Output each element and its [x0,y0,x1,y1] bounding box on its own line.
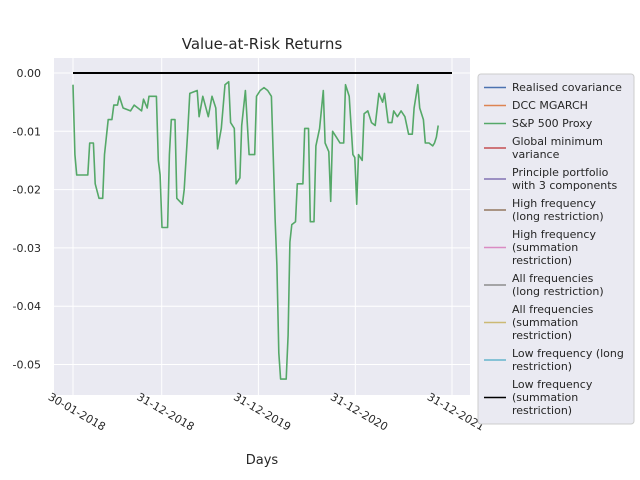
legend-label: with 3 components [512,179,618,192]
y-axis-ticks: 0.00 -0.01 -0.02 -0.03 -0.04 -0.05 [13,67,41,372]
legend-label: High frequency [512,228,596,241]
x-tick-label: 30-01-2018 [46,390,108,433]
legend-label: DCC MGARCH [512,99,588,112]
legend-label: variance [512,148,560,161]
grid-lines [54,58,470,395]
legend-label: Realised covariance [512,81,622,94]
legend-label: (long restriction) [512,285,604,298]
series-line-s-p-500-proxy [72,80,439,380]
legend-label: Low frequency [512,378,593,391]
plot-area [54,58,470,395]
x-axis-ticks: 30-01-2018 31-12-2018 31-12-2019 31-12-2020… [46,390,487,433]
legend-label: High frequency [512,197,596,210]
y-tick-label: 0.00 [17,67,42,80]
x-tick-label: 31-12-2019 [231,390,293,433]
legend-label: (summation [512,316,578,329]
legend-label: S&P 500 Proxy [512,117,593,130]
chart-title: Value-at-Risk Returns [182,35,343,53]
x-tick-label: 31-12-2020 [328,390,390,433]
legend-label: Global minimum [512,135,603,148]
legend-label: restriction) [512,360,572,373]
legend-label: (summation [512,241,578,254]
legend: Realised covariance DCC MGARCH S&P 500 Pro… [477,73,635,425]
legend-box [477,73,635,425]
y-tick-label: -0.04 [13,300,41,313]
x-axis-title: Days [246,453,279,468]
legend-label: All frequencies [512,303,594,316]
legend-label: All frequencies [512,272,594,285]
y-tick-label: -0.05 [13,359,41,372]
legend-label: restriction) [512,404,572,417]
x-tick-label: 31-12-2021 [425,390,487,433]
legend-label: restriction) [512,254,572,267]
legend-label: (long restriction) [512,210,604,223]
y-tick-label: -0.01 [13,125,41,138]
legend-label: restriction) [512,329,572,342]
series-lines [72,72,452,380]
legend-label: Low frequency (long [512,347,624,360]
y-tick-label: -0.03 [13,242,41,255]
y-tick-label: -0.02 [13,184,41,197]
x-tick-label: 31-12-2018 [135,390,197,433]
legend-label: Principle portfolio [512,166,609,179]
legend-label: (summation [512,391,578,404]
